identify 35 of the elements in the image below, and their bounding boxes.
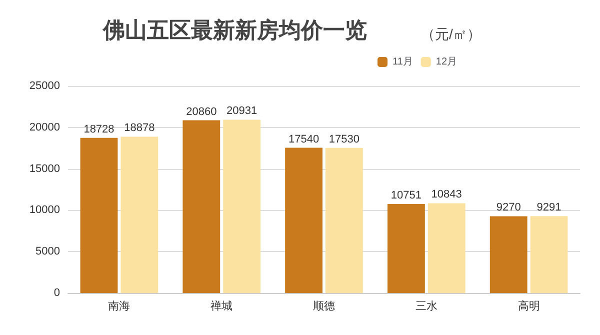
bar xyxy=(490,216,528,293)
bar xyxy=(325,148,363,293)
x-tick-label: 禅城 xyxy=(210,300,233,312)
bar xyxy=(387,204,425,293)
bar xyxy=(120,136,158,293)
y-tick-label: 15000 xyxy=(29,162,60,175)
data-label: 9291 xyxy=(536,202,562,214)
data-label: 18878 xyxy=(124,122,155,134)
data-label: 9270 xyxy=(496,202,521,214)
data-label: 18728 xyxy=(84,123,114,136)
x-tick-label: 高明 xyxy=(518,300,540,312)
bar xyxy=(285,148,323,293)
data-label: 10751 xyxy=(390,189,422,202)
y-tick-label: 25000 xyxy=(29,80,60,92)
legend-label: 11月 xyxy=(392,56,413,68)
y-tick-label: 20000 xyxy=(29,121,60,134)
bar xyxy=(428,203,466,293)
y-tick-label: 5000 xyxy=(36,246,60,258)
data-label: 17530 xyxy=(328,133,360,146)
legend-label: 12月 xyxy=(436,56,457,68)
bar xyxy=(182,120,220,293)
data-label: 10843 xyxy=(431,188,462,201)
data-label: 17540 xyxy=(288,133,320,146)
y-tick-label: 0 xyxy=(54,287,60,299)
data-label: 20931 xyxy=(226,105,258,118)
x-tick-label: 三水 xyxy=(415,300,438,312)
y-tick-label: 10000 xyxy=(29,204,60,216)
x-tick-label: 顺德 xyxy=(313,300,335,312)
bar xyxy=(530,216,568,293)
bar xyxy=(80,138,118,293)
bar xyxy=(223,120,261,293)
x-tick-label: 南海 xyxy=(108,300,130,312)
data-label: 20860 xyxy=(186,106,217,118)
chart-subtitle: （元/㎡） xyxy=(421,26,481,42)
chart-title: 佛山五区最新新房均价一览 xyxy=(102,18,367,42)
